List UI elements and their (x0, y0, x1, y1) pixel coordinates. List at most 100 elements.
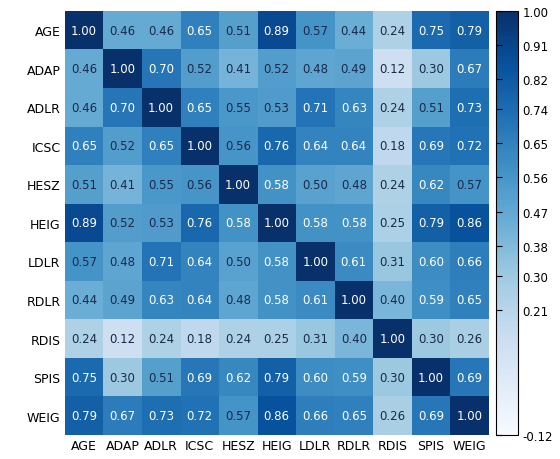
Text: 0.86: 0.86 (264, 409, 290, 422)
Text: 0.67: 0.67 (456, 63, 483, 76)
Text: 0.40: 0.40 (341, 332, 367, 345)
Text: 1.00: 1.00 (148, 101, 174, 115)
Text: 0.44: 0.44 (71, 294, 97, 307)
Text: 0.25: 0.25 (379, 217, 405, 230)
Text: 0.57: 0.57 (456, 179, 482, 191)
Text: 0.25: 0.25 (264, 332, 290, 345)
Text: 0.69: 0.69 (186, 371, 213, 384)
Text: 0.48: 0.48 (341, 179, 367, 191)
Text: 0.62: 0.62 (418, 179, 444, 191)
Text: 0.55: 0.55 (148, 179, 174, 191)
Text: 0.24: 0.24 (379, 101, 405, 115)
Text: 0.52: 0.52 (110, 140, 136, 153)
Text: 0.57: 0.57 (225, 409, 251, 422)
Text: 0.73: 0.73 (148, 409, 174, 422)
Text: 0.79: 0.79 (456, 25, 483, 38)
Text: 0.31: 0.31 (302, 332, 328, 345)
Text: 0.48: 0.48 (302, 63, 328, 76)
Text: 0.44: 0.44 (340, 25, 367, 38)
Text: 0.89: 0.89 (264, 25, 290, 38)
Text: 0.57: 0.57 (71, 255, 97, 269)
Text: 0.12: 0.12 (379, 63, 405, 76)
Text: 0.24: 0.24 (379, 25, 405, 38)
Text: 0.73: 0.73 (456, 101, 482, 115)
Text: 1.00: 1.00 (418, 371, 444, 384)
Text: 0.64: 0.64 (186, 255, 213, 269)
Text: 0.51: 0.51 (418, 101, 444, 115)
Text: 0.52: 0.52 (110, 217, 136, 230)
Text: 0.40: 0.40 (379, 294, 405, 307)
Text: 1.00: 1.00 (341, 294, 367, 307)
Text: 0.48: 0.48 (225, 294, 251, 307)
Text: 0.58: 0.58 (264, 179, 290, 191)
Text: 0.49: 0.49 (109, 294, 136, 307)
Text: 0.53: 0.53 (148, 217, 174, 230)
Text: 0.64: 0.64 (340, 140, 367, 153)
Text: 0.79: 0.79 (71, 409, 97, 422)
Text: 0.60: 0.60 (302, 371, 328, 384)
Text: 0.52: 0.52 (186, 63, 213, 76)
Text: 0.51: 0.51 (71, 179, 97, 191)
Text: 0.75: 0.75 (418, 25, 444, 38)
Text: 0.41: 0.41 (109, 179, 136, 191)
Text: 0.46: 0.46 (71, 63, 97, 76)
Text: 0.41: 0.41 (225, 63, 251, 76)
Text: 0.31: 0.31 (379, 255, 405, 269)
Text: 0.24: 0.24 (148, 332, 174, 345)
Text: 0.79: 0.79 (264, 371, 290, 384)
Text: 0.69: 0.69 (418, 409, 444, 422)
Text: 0.46: 0.46 (71, 101, 97, 115)
Text: 0.30: 0.30 (418, 332, 444, 345)
Text: 0.56: 0.56 (186, 179, 213, 191)
Text: 0.53: 0.53 (264, 101, 290, 115)
Text: 0.72: 0.72 (186, 409, 213, 422)
Text: 0.64: 0.64 (186, 294, 213, 307)
Text: 1.00: 1.00 (379, 332, 405, 345)
Text: 0.59: 0.59 (341, 371, 367, 384)
Text: 0.58: 0.58 (302, 217, 328, 230)
Text: 0.75: 0.75 (71, 371, 97, 384)
Text: 0.49: 0.49 (340, 63, 367, 76)
Text: 0.69: 0.69 (418, 140, 444, 153)
Text: 0.46: 0.46 (109, 25, 136, 38)
Text: 0.24: 0.24 (71, 332, 97, 345)
Text: 0.89: 0.89 (71, 217, 97, 230)
Text: 0.65: 0.65 (71, 140, 97, 153)
Text: 1.00: 1.00 (71, 25, 97, 38)
Text: 0.69: 0.69 (456, 371, 483, 384)
Text: 0.51: 0.51 (225, 25, 251, 38)
Text: 0.65: 0.65 (456, 294, 482, 307)
Text: 0.65: 0.65 (148, 140, 174, 153)
Text: 0.86: 0.86 (456, 217, 482, 230)
Text: 0.59: 0.59 (418, 294, 444, 307)
Text: 0.76: 0.76 (186, 217, 213, 230)
Text: 0.67: 0.67 (109, 409, 136, 422)
Text: 0.79: 0.79 (418, 217, 444, 230)
Text: 0.65: 0.65 (186, 25, 213, 38)
Text: 0.65: 0.65 (341, 409, 367, 422)
Text: 1.00: 1.00 (264, 217, 290, 230)
Text: 0.18: 0.18 (379, 140, 405, 153)
Text: 0.26: 0.26 (456, 332, 483, 345)
Text: 0.56: 0.56 (225, 140, 251, 153)
Text: 1.00: 1.00 (186, 140, 213, 153)
Text: 0.70: 0.70 (148, 63, 174, 76)
Text: 1.00: 1.00 (456, 409, 482, 422)
Text: 0.64: 0.64 (302, 140, 328, 153)
Text: 0.71: 0.71 (148, 255, 174, 269)
Text: 0.66: 0.66 (302, 409, 328, 422)
Text: 0.57: 0.57 (302, 25, 328, 38)
Text: 0.63: 0.63 (148, 294, 174, 307)
Text: 0.50: 0.50 (302, 179, 328, 191)
Text: 0.58: 0.58 (264, 294, 290, 307)
Text: 0.58: 0.58 (341, 217, 367, 230)
Text: 0.30: 0.30 (110, 371, 136, 384)
Text: 0.26: 0.26 (379, 409, 405, 422)
Text: 1.00: 1.00 (302, 255, 328, 269)
Text: 0.55: 0.55 (225, 101, 251, 115)
Text: 0.51: 0.51 (148, 371, 174, 384)
Text: 0.30: 0.30 (379, 371, 405, 384)
Text: 1.00: 1.00 (110, 63, 136, 76)
Text: 0.76: 0.76 (264, 140, 290, 153)
Text: 0.58: 0.58 (264, 255, 290, 269)
